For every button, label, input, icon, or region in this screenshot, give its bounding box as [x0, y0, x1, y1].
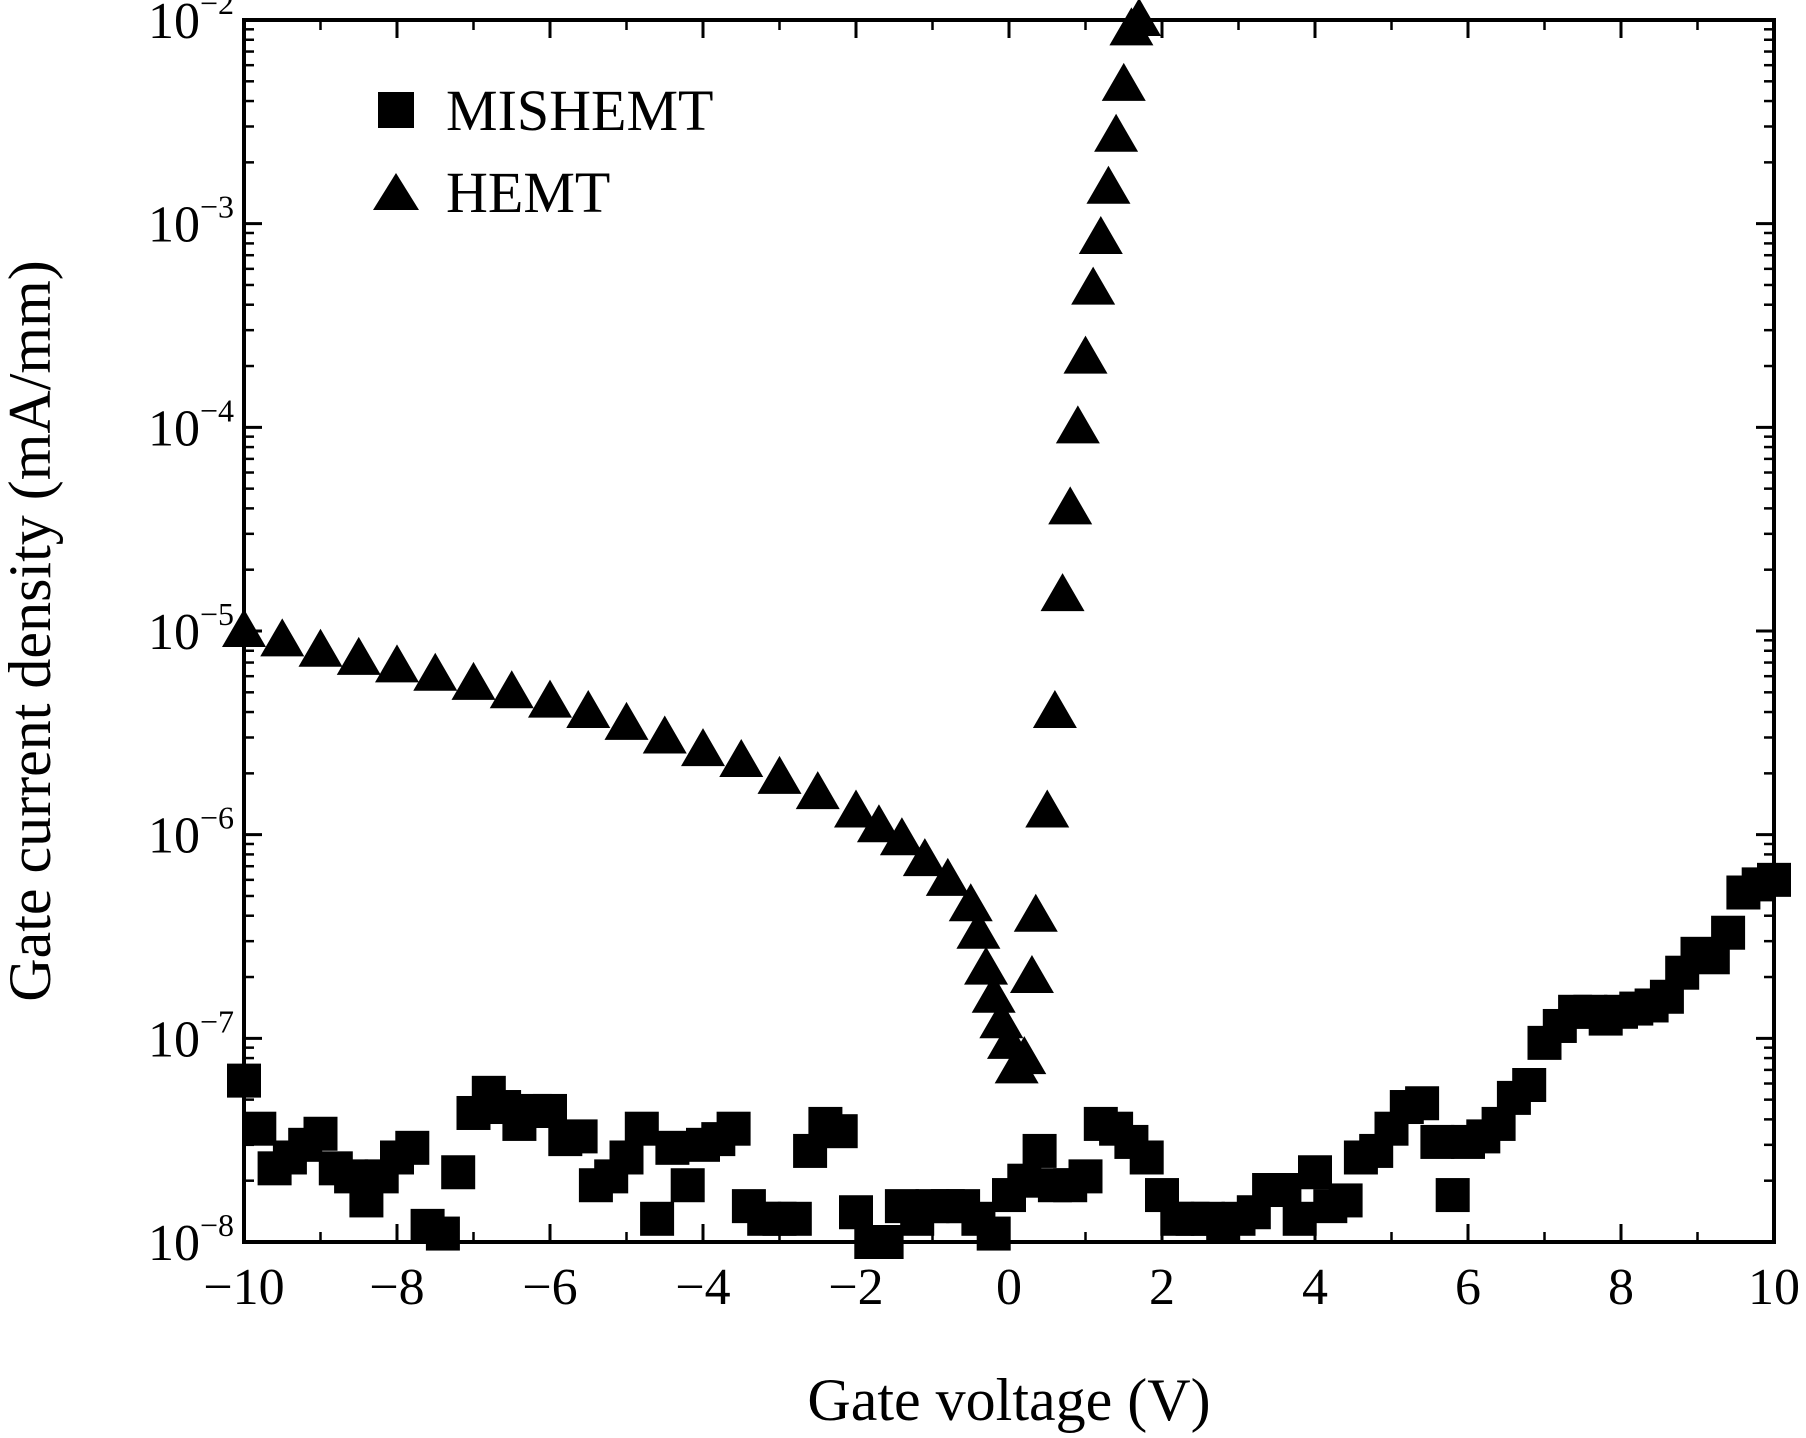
data-point-hemt [528, 679, 572, 718]
data-point-mishemt [303, 1116, 338, 1151]
x-tick-label: −2 [828, 1259, 883, 1316]
data-point-mishemt [1405, 1086, 1440, 1121]
y-tick-label: 10−3 [148, 189, 234, 254]
data-point-mishemt [777, 1201, 812, 1236]
data-point-mishemt [1007, 1163, 1042, 1198]
data-point-hemt [604, 701, 649, 740]
y-tick-labels: 10−8 10−7 10−6 10−5 10−4 10−3 10−2 [148, 0, 234, 1272]
x-axis-label: Gate voltage (V) [807, 1367, 1210, 1433]
data-point-hemt [451, 661, 496, 700]
data-point-mishemt [1420, 1124, 1455, 1159]
data-point-mishemt [1512, 1068, 1547, 1103]
data-point-hemt [902, 838, 947, 877]
x-tick-label: 4 [1302, 1259, 1328, 1316]
data-point-mishemt [395, 1130, 430, 1165]
data-point-mishemt [1711, 915, 1746, 950]
data-point-hemt [566, 690, 611, 729]
data-point-mishemt [1068, 1159, 1103, 1194]
data-point-hemt [260, 618, 305, 657]
data-point-mishemt [1298, 1155, 1332, 1190]
data-point-mishemt [670, 1168, 705, 1203]
legend: MISHEMT HEMT [373, 78, 713, 225]
data-point-hemt [1071, 266, 1116, 305]
data-point-hemt [1025, 789, 1070, 828]
x-tick-label: −6 [522, 1259, 577, 1316]
data-point-mishemt [441, 1155, 476, 1190]
data-point-mishemt [1435, 1178, 1470, 1213]
data-point-hemt [879, 817, 924, 856]
data-point-mishemt [976, 1216, 1011, 1251]
data-point-mishemt [1328, 1183, 1363, 1218]
x-tick-label: −4 [675, 1259, 730, 1316]
plot-frame [242, 18, 1776, 1244]
data-point-hemt [1013, 893, 1058, 932]
y-tick-label: 10−8 [148, 1207, 234, 1272]
data-point-hemt [834, 789, 878, 828]
data-point-hemt [1032, 690, 1077, 729]
data-point-mishemt [640, 1201, 675, 1236]
data-point-hemt [681, 728, 725, 767]
data-point-mishemt [425, 1216, 460, 1251]
data-point-hemt [489, 670, 534, 709]
data-point-hemt [964, 946, 1009, 985]
data-point-mishemt [563, 1119, 598, 1154]
data-point-hemt [956, 910, 1001, 949]
data-point-mishemt [655, 1130, 690, 1165]
data-point-hemt [642, 715, 687, 754]
data-point-hemt [1078, 216, 1123, 255]
data-point-hemt [1094, 113, 1139, 152]
x-tick-label: 8 [1608, 1259, 1634, 1316]
data-point-hemt [1048, 486, 1093, 525]
data-point-hemt [925, 857, 970, 896]
legend-label-mishemt: MISHEMT [446, 78, 713, 143]
data-point-hemt [795, 771, 840, 810]
y-tick-label: 10−2 [148, 0, 234, 50]
data-point-mishemt [716, 1111, 751, 1146]
data-point-hemt [1063, 335, 1108, 374]
data-point-hemt [971, 974, 1016, 1013]
data-point-hemt [1002, 1036, 1047, 1075]
data-point-hemt [948, 883, 993, 922]
data-point-mishemt [1129, 1140, 1164, 1175]
data-point-hemt [413, 652, 458, 691]
data-point-mishemt [1282, 1201, 1317, 1236]
x-tick-label: −10 [203, 1259, 284, 1316]
data-point-mishemt [242, 1111, 277, 1146]
data-point-mishemt [609, 1140, 644, 1175]
data-point-mishemt [1022, 1133, 1057, 1168]
series-hemt [222, 0, 1162, 1084]
x-tick-label: 2 [1149, 1259, 1175, 1316]
data-point-mishemt [839, 1195, 873, 1230]
x-tick-label: 6 [1455, 1259, 1481, 1316]
data-point-hemt [375, 644, 419, 683]
y-tick-label: 10−6 [148, 800, 234, 865]
data-point-hemt [1055, 405, 1100, 444]
data-point-mishemt [823, 1114, 858, 1149]
data-point-hemt [336, 636, 381, 675]
data-point-mishemt [1267, 1173, 1302, 1208]
y-tick-label: 10−7 [148, 1003, 234, 1068]
y-tick-label: 10−5 [148, 596, 234, 661]
data-point-hemt [1040, 573, 1085, 612]
data-point-hemt [757, 755, 802, 794]
data-point-hemt [1009, 955, 1054, 994]
data-point-hemt [856, 804, 901, 843]
data-point-hemt [1101, 62, 1146, 101]
legend-marker-mishemt [378, 92, 414, 128]
data-point-hemt [719, 738, 764, 777]
x-tick-label: 0 [996, 1259, 1022, 1316]
x-tick-labels: −10 −8 −6 −4 −2 0 2 4 6 8 10 [203, 1259, 1800, 1316]
data-point-hemt [298, 628, 343, 667]
x-tick-label: 10 [1748, 1259, 1800, 1316]
y-tick-label: 10−4 [148, 392, 234, 457]
y-axis-label: Gate current density (mA/mm) [0, 260, 63, 1001]
legend-label-hemt: HEMT [446, 160, 610, 225]
data-point-mishemt [624, 1111, 659, 1146]
data-point-hemt [1086, 165, 1131, 204]
legend-marker-hemt [373, 173, 419, 210]
x-tick-label: −8 [369, 1259, 424, 1316]
